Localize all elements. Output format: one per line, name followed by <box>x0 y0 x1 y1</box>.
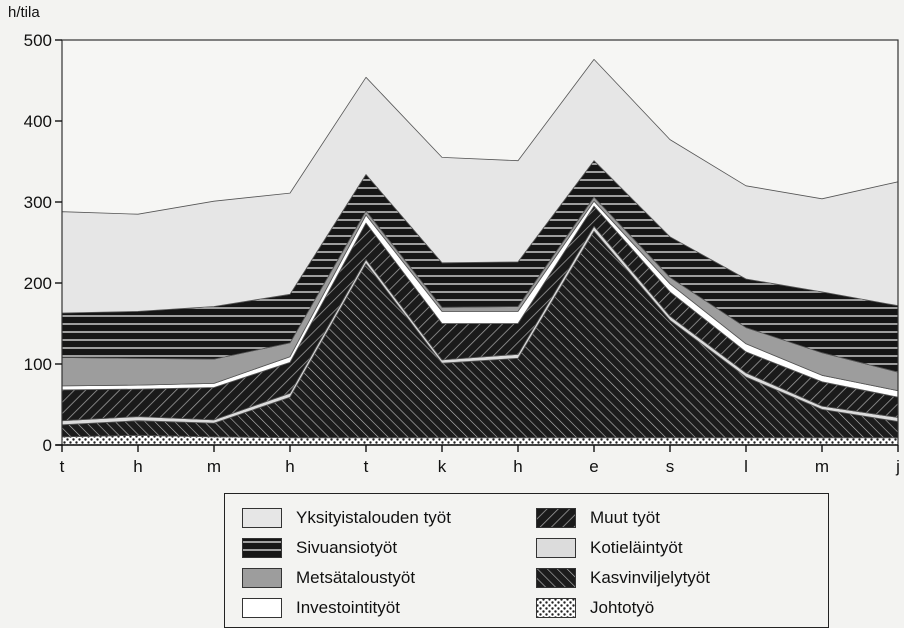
legend-swatch-fill <box>536 508 576 528</box>
legend-item-muut: Muut työt <box>536 506 660 530</box>
legend-label: Yksityistalouden työt <box>296 508 451 527</box>
y-tick-label: 400 <box>24 112 52 131</box>
legend-item-metsatalous: Metsätaloustyöt <box>242 566 415 590</box>
x-tick-label: t <box>60 457 65 476</box>
legend-swatch <box>536 568 576 588</box>
legend-label: Kasvinviljelytyöt <box>590 568 710 587</box>
legend-swatch-rect <box>536 508 576 528</box>
legend-swatch <box>536 598 576 618</box>
legend-swatch-fill <box>242 568 282 588</box>
x-tick-label: h <box>133 457 142 476</box>
legend-swatch-fill <box>536 568 576 588</box>
x-tick-label: m <box>815 457 829 476</box>
legend-swatch-rect <box>536 538 576 558</box>
y-axis-title: h/tila <box>8 4 40 21</box>
x-tick-label: m <box>207 457 221 476</box>
y-tick-label: 0 <box>43 436 52 455</box>
legend-swatch-rect <box>536 598 576 618</box>
legend-label: Investointityöt <box>296 598 400 617</box>
x-tick-label: l <box>744 457 748 476</box>
legend-label: Kotieläintyöt <box>590 538 683 557</box>
legend-label: Sivuansiotyöt <box>296 538 398 557</box>
x-tick-label: k <box>438 457 447 476</box>
legend-swatch <box>242 568 282 588</box>
legend-swatch-rect <box>536 568 576 588</box>
legend-label: Metsätaloustyöt <box>296 568 416 587</box>
y-tick-label: 200 <box>24 274 52 293</box>
legend-swatch-rect <box>242 508 282 528</box>
y-tick-label: 500 <box>24 31 52 50</box>
y-tick-label: 300 <box>24 193 52 212</box>
legend-swatch-fill <box>242 538 282 558</box>
x-tick-label: h <box>285 457 294 476</box>
legend-label: Muut työt <box>590 508 660 527</box>
legend-swatch-fill <box>536 538 576 558</box>
stacked-area-chart: 0 100 200 300 400 500 h/tila t h m h t k h e s l m j <box>8 4 900 476</box>
legend-item-kasvinviljely: Kasvinviljelytyöt <box>536 566 710 590</box>
x-tick-label: h <box>513 457 522 476</box>
legend-swatch <box>536 508 576 528</box>
legend-swatch-rect <box>242 538 282 558</box>
chart-legend: Yksityistalouden työt Sivuansiotyöt Mets… <box>224 493 829 628</box>
x-tick-label: e <box>589 457 598 476</box>
legend-label: Johtotyö <box>590 598 655 617</box>
legend-item-kotielain: Kotieläintyöt <box>536 536 683 560</box>
legend-swatch-fill <box>536 598 576 618</box>
legend-item-johto: Johtotyö <box>536 596 654 620</box>
legend-swatch <box>242 538 282 558</box>
y-tick-label: 100 <box>24 355 52 374</box>
legend-swatch-fill <box>242 508 282 528</box>
legend-item-yksityistalouden: Yksityistalouden työt <box>242 506 451 530</box>
x-tick-label: j <box>895 457 900 476</box>
legend-item-sivuansio: Sivuansiotyöt <box>242 536 397 560</box>
x-tick-label: t <box>364 457 369 476</box>
legend-swatch-rect <box>242 568 282 588</box>
legend-swatch <box>242 508 282 528</box>
legend-swatch <box>242 598 282 618</box>
legend-item-investointi: Investointityöt <box>242 596 400 620</box>
x-tick-label: s <box>666 457 675 476</box>
legend-swatch-fill <box>242 598 282 618</box>
legend-swatch-rect <box>242 598 282 618</box>
legend-swatch <box>536 538 576 558</box>
